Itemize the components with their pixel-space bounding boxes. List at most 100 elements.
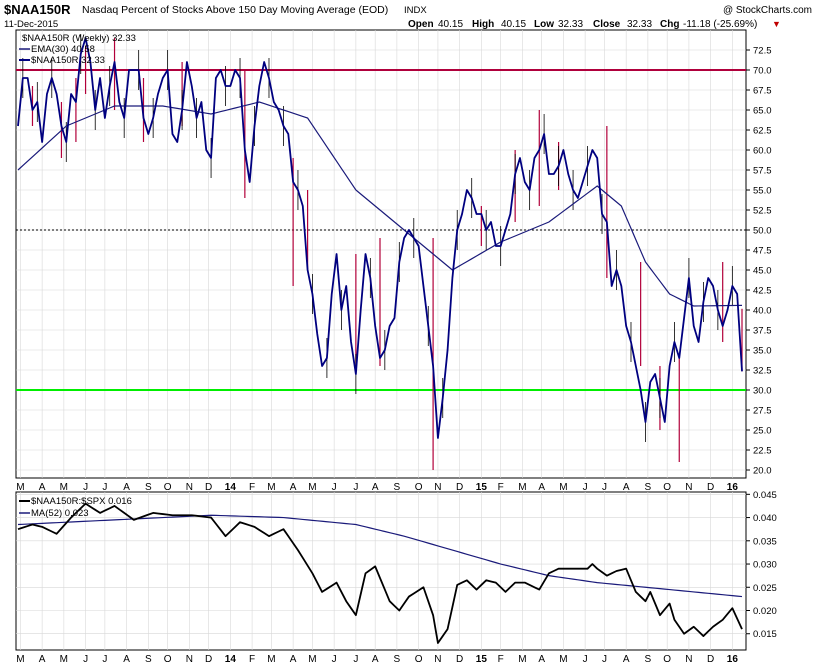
x-tick-label: A [39, 654, 46, 665]
main-series [17, 34, 743, 442]
symbol-title: $NAA150R [4, 2, 71, 17]
x-tick-label: M [267, 654, 275, 665]
date-text: 11-Dec-2015 [4, 19, 58, 30]
x-tick-label: N [434, 654, 441, 665]
x-tick-label: J [332, 482, 337, 493]
y-tick-label: 0.020 [753, 606, 777, 617]
main-y-ticks: 72.5 70.0 67.5 65.0 62.5 60.0 57.5 55.0 52.5 50.0… [746, 46, 772, 477]
x-tick-label: M [308, 654, 316, 665]
x-tick-label: S [394, 482, 401, 493]
lower-grid [16, 492, 746, 650]
x-axis-labels: MMAAMMJJJJAASSOONNDD1414FFMMAAMMJJJJAASS… [16, 482, 738, 665]
x-tick-label: A [623, 654, 630, 665]
x-tick-label: D [456, 482, 463, 493]
low-label: Low [534, 19, 554, 30]
x-tick-label: A [538, 482, 545, 493]
x-tick-label: D [205, 482, 212, 493]
low-value: 32.33 [558, 19, 583, 30]
x-tick-label: J [102, 482, 107, 493]
x-tick-label: A [538, 654, 545, 665]
x-tick-label: N [186, 482, 193, 493]
x-tick-label: F [498, 482, 504, 493]
x-tick-label: N [685, 482, 692, 493]
chg-label: Chg [660, 19, 679, 30]
main-panel-frame [15, 29, 747, 479]
x-tick-label: D [707, 654, 714, 665]
x-tick-label: 16 [727, 654, 739, 665]
x-tick-label: D [707, 482, 714, 493]
y-tick-label: 0.025 [753, 583, 777, 594]
lower-series [17, 502, 743, 644]
x-tick-label: J [602, 482, 607, 493]
y-tick-label: 27.5 [753, 406, 772, 417]
legend-price: $NAA150R 32.33 [31, 55, 105, 66]
x-tick-label: S [645, 654, 652, 665]
x-tick-label: J [583, 482, 588, 493]
x-tick-label: D [205, 654, 212, 665]
x-tick-label: J [83, 482, 88, 493]
y-tick-label: 47.5 [753, 246, 772, 257]
x-tick-label: O [164, 654, 172, 665]
x-tick-label: S [394, 654, 401, 665]
x-tick-label: O [415, 654, 423, 665]
description-text: Nasdaq Percent of Stocks Above 150 Day M… [82, 4, 388, 16]
watermark: @ StockCharts.com [723, 5, 812, 16]
y-tick-label: 22.5 [753, 446, 772, 457]
y-tick-label: 0.045 [753, 490, 777, 501]
x-tick-label: 14 [225, 482, 237, 493]
x-tick-label: A [290, 482, 297, 493]
x-tick-label: O [663, 654, 671, 665]
x-tick-label: J [583, 654, 588, 665]
x-tick-label: F [249, 482, 255, 493]
x-tick-label: M [267, 482, 275, 493]
y-tick-label: 50.0 [753, 226, 772, 237]
x-tick-label: D [456, 654, 463, 665]
open-label: Open [408, 19, 434, 30]
x-tick-label: J [602, 654, 607, 665]
x-tick-label: A [372, 654, 379, 665]
legend-title: $NAA150R (Weekly) 32.33 [22, 33, 136, 44]
main-legend: $NAA150R (Weekly) 32.33 EMA(30) 40.58 $N… [19, 33, 136, 66]
x-tick-label: S [645, 482, 652, 493]
ema-line [17, 101, 743, 307]
y-tick-label: 65.0 [753, 106, 772, 117]
y-tick-label: 20.0 [753, 466, 772, 477]
y-tick-label: 32.5 [753, 366, 772, 377]
x-tick-label: A [123, 654, 130, 665]
x-tick-label: F [498, 654, 504, 665]
x-tick-label: M [518, 482, 526, 493]
x-tick-label: A [39, 482, 46, 493]
x-tick-label: O [415, 482, 423, 493]
legend-ema: EMA(30) 40.58 [31, 44, 95, 55]
exchange-text: INDX [404, 5, 427, 16]
y-tick-label: 42.5 [753, 286, 772, 297]
x-tick-label: M [308, 482, 316, 493]
down-arrow-icon: ▼ [772, 19, 781, 29]
x-tick-label: M [518, 654, 526, 665]
x-tick-label: 15 [476, 654, 488, 665]
x-tick-label: M [60, 482, 68, 493]
lower-panel-frame [15, 491, 747, 651]
x-tick-label: O [164, 482, 172, 493]
reference-lines [16, 69, 746, 391]
y-tick-label: 72.5 [753, 46, 772, 57]
y-tick-label: 55.0 [753, 186, 772, 197]
y-tick-label: 57.5 [753, 166, 772, 177]
open-value: 40.15 [438, 19, 463, 30]
y-tick-label: 60.0 [753, 146, 772, 157]
y-tick-label: 0.030 [753, 560, 777, 571]
y-tick-label: 0.040 [753, 513, 777, 524]
x-tick-label: 15 [476, 482, 488, 493]
y-tick-label: 62.5 [753, 126, 772, 137]
chg-value: -11.18 (-25.69%) [683, 19, 757, 30]
x-tick-label: J [83, 654, 88, 665]
high-label: High [472, 19, 494, 30]
close-label: Close [593, 19, 621, 30]
close-value: 32.33 [627, 19, 652, 30]
y-tick-label: 45.0 [753, 266, 772, 277]
y-tick-label: 37.5 [753, 326, 772, 337]
y-tick-label: 0.035 [753, 536, 777, 547]
legend-ma: MA(52) 0.023 [31, 508, 89, 519]
x-tick-label: 16 [727, 482, 739, 493]
